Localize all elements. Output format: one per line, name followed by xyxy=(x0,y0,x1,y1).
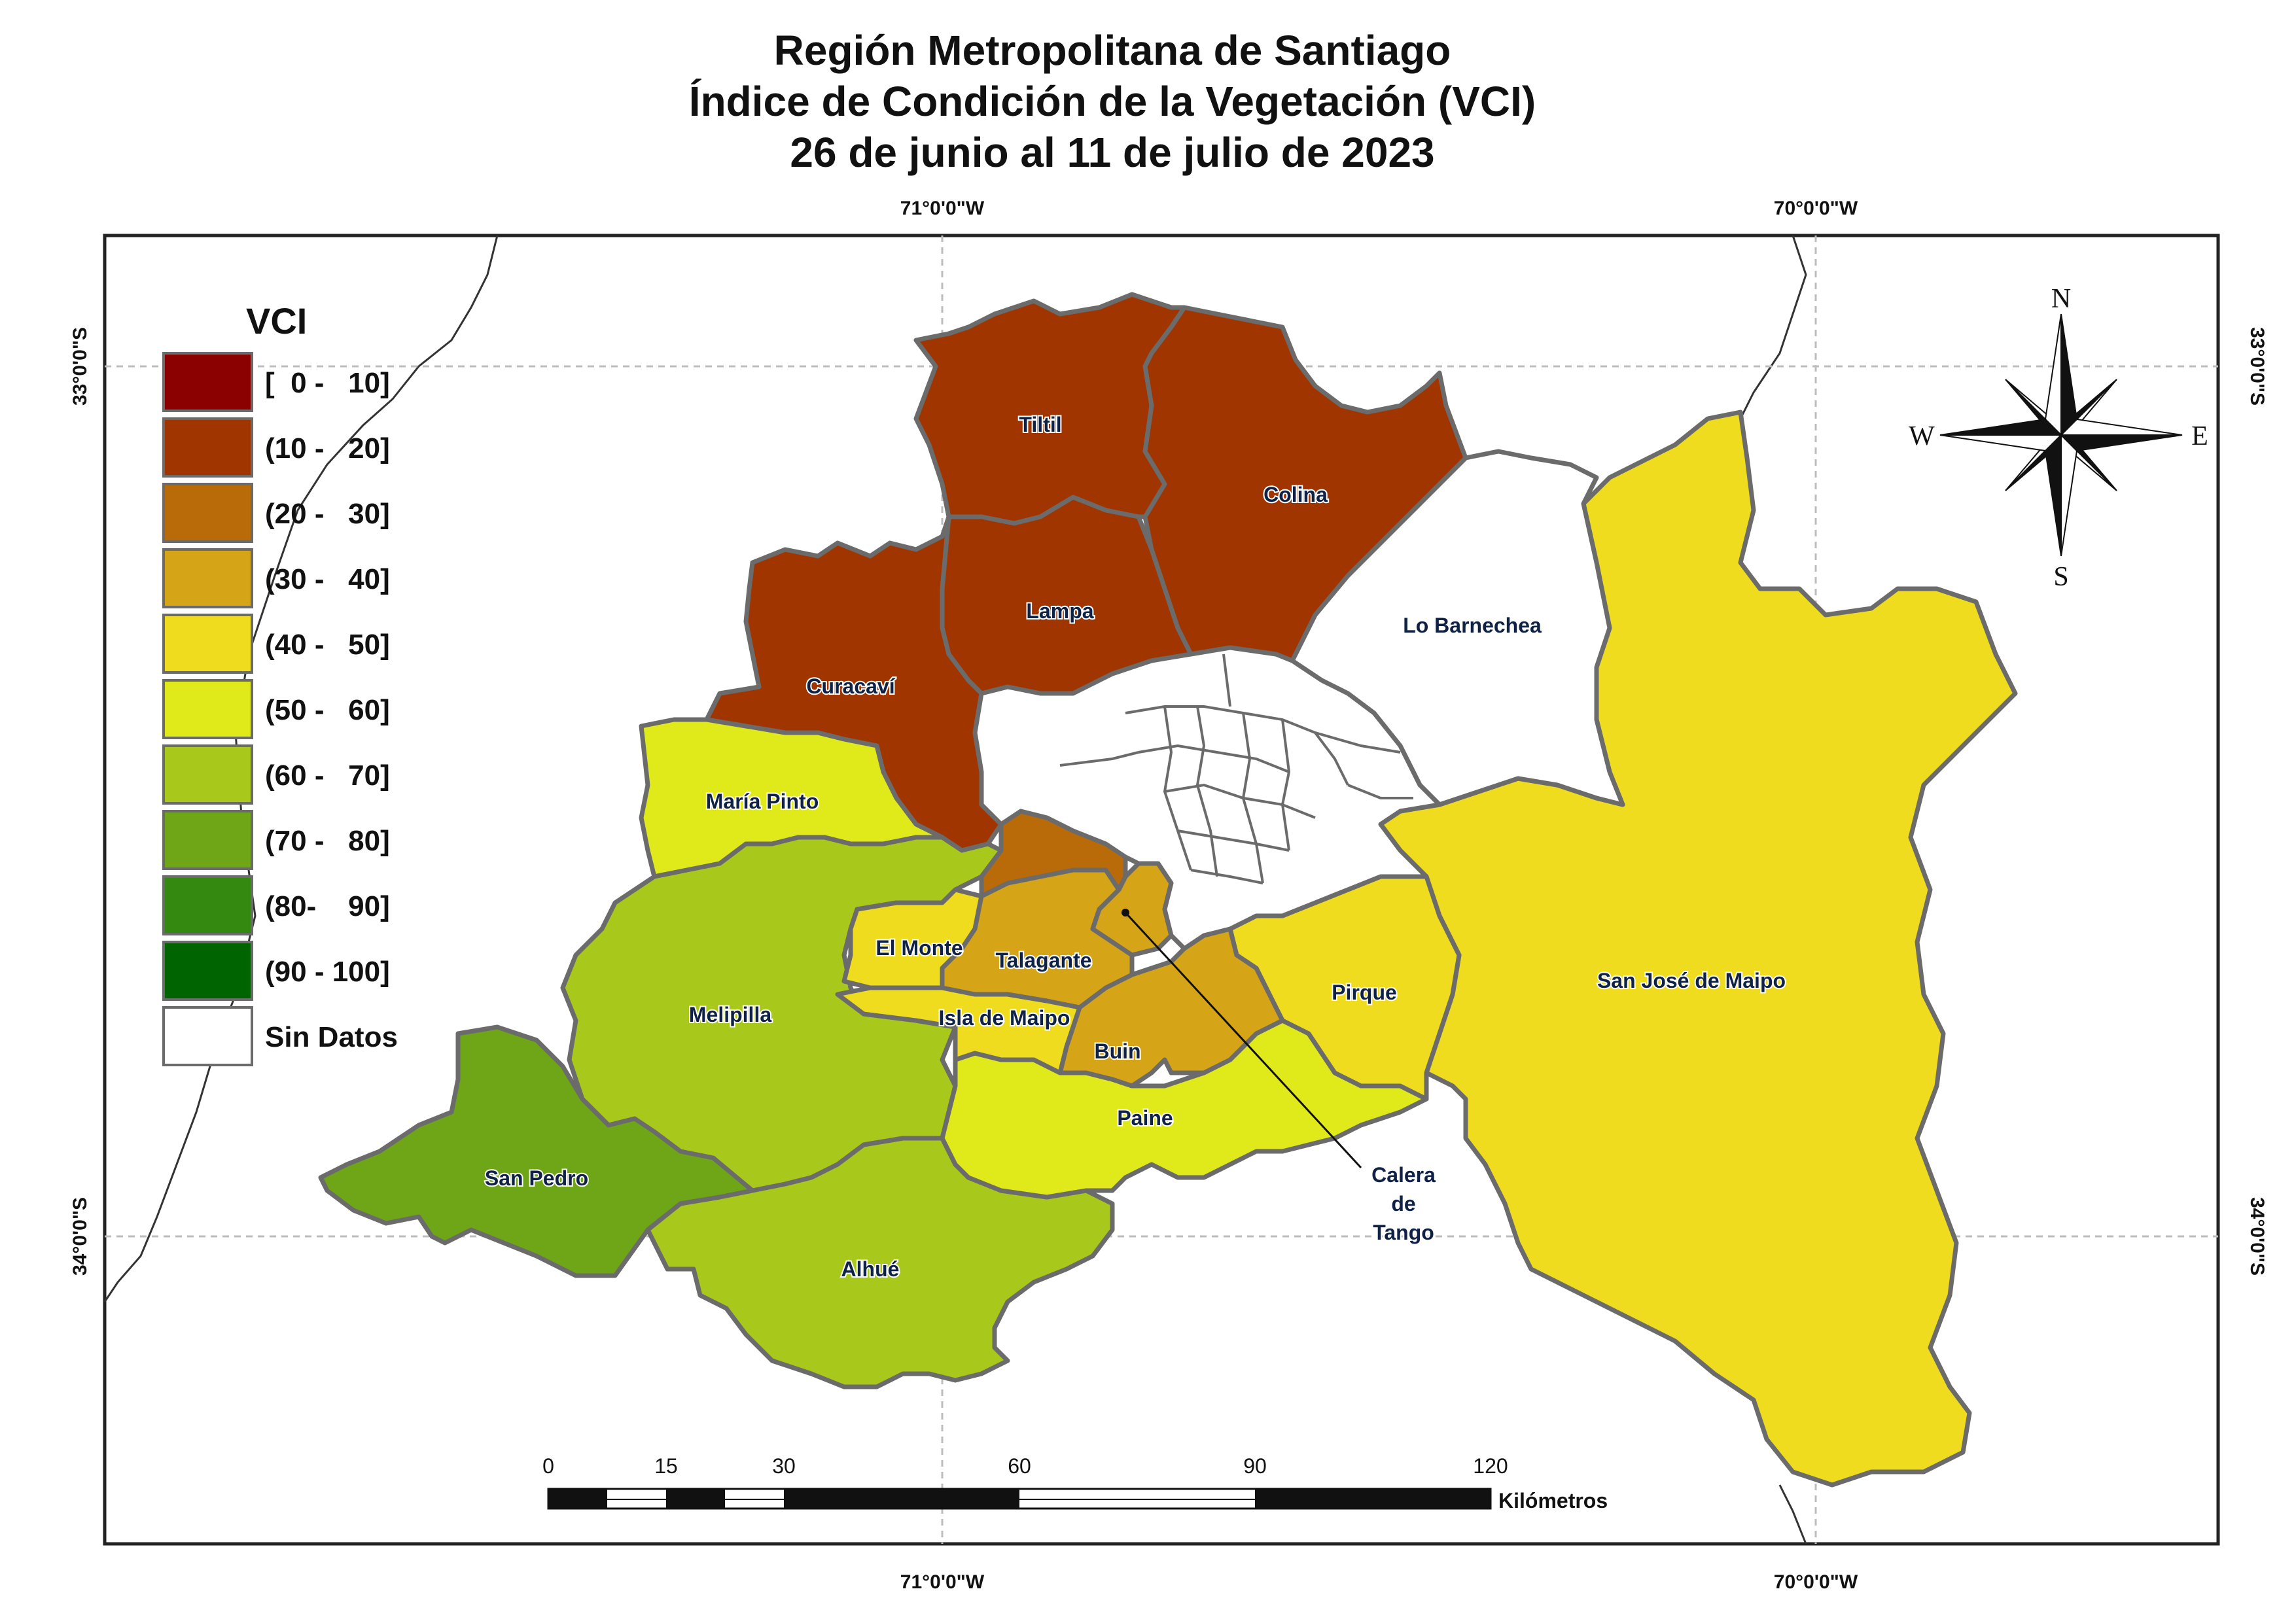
label-san-jose-de-maipo: San José de Maipo xyxy=(1597,969,1786,992)
label-paine: Paine xyxy=(1117,1106,1173,1130)
legend-swatch xyxy=(162,417,253,478)
map-frame xyxy=(103,234,2220,1546)
legend-swatch xyxy=(162,875,253,935)
legend: VCI [ 0 - 10] (10 - 20] (20 - 30] (30 - 40]… xyxy=(162,300,398,1066)
label-calera-de-tango-1: Calera xyxy=(1371,1163,1436,1187)
label-tiltil: Tiltil xyxy=(1019,413,1061,436)
label-isla-de-maipo: Isla de Maipo xyxy=(939,1006,1070,1030)
compass-rose: N S E W xyxy=(1909,284,2208,592)
legend-title: VCI xyxy=(246,300,307,341)
legend-swatch xyxy=(162,679,253,739)
label-calera-de-tango-3: Tango xyxy=(1373,1221,1434,1244)
compass-w-label: W xyxy=(1909,421,1935,451)
lat-label-right-n: 33°0'0"S xyxy=(2246,327,2268,406)
legend-label: (80- 90] xyxy=(265,890,390,922)
label-melipilla: Melipilla xyxy=(689,1003,771,1026)
municipality-tiltil[interactable] xyxy=(913,292,1187,526)
map-title-line1: Región Metropolitana de Santiago xyxy=(773,27,1451,74)
label-alhue: Alhué xyxy=(841,1257,900,1281)
label-talagante: Talagante xyxy=(996,949,1092,972)
scale-tick-0: 0 xyxy=(542,1454,554,1478)
legend-swatch xyxy=(162,614,253,674)
santiago-commune-boundaries xyxy=(1059,654,1413,884)
calera-de-tango-leader-line xyxy=(1124,911,1362,1169)
legend-label: (10 - 20] xyxy=(265,432,390,464)
municipalities-layer xyxy=(318,292,2018,1488)
legend-label: [ 0 - 10] xyxy=(265,367,390,399)
lat-label-left-n: 33°0'0"S xyxy=(69,327,91,406)
lat-label-right-s: 34°0'0"S xyxy=(2246,1197,2268,1276)
legend-swatch xyxy=(162,1006,253,1066)
municipality-santiago-urban[interactable] xyxy=(972,645,1442,951)
municipality-buin[interactable] xyxy=(1057,926,1285,1089)
label-colina: Colina xyxy=(1263,483,1328,506)
scale-tick-15: 15 xyxy=(654,1454,678,1478)
scale-unit-label: Kilómetros xyxy=(1498,1489,1608,1512)
legend-label: (50 - 60] xyxy=(265,694,390,726)
border-line-south xyxy=(1778,1484,1807,1544)
label-buin: Buin xyxy=(1094,1039,1140,1063)
calera-de-tango-leader-dot xyxy=(1122,909,1129,916)
legend-label: (40 - 50] xyxy=(265,629,390,661)
legend-label: (20 - 30] xyxy=(265,498,390,530)
legend-swatch xyxy=(162,744,253,805)
lat-label-left-s: 34°0'0"S xyxy=(69,1197,91,1276)
label-el-monte: El Monte xyxy=(875,936,963,960)
label-calera-de-tango-2: de xyxy=(1391,1192,1415,1215)
label-lo-barnechea: Lo Barnechea xyxy=(1403,614,1542,637)
lon-label-bottom-e: 70°0'0"W xyxy=(1774,1571,1858,1593)
legend-swatch xyxy=(162,352,253,412)
legend-swatch xyxy=(162,941,253,1001)
lon-label-top-e: 70°0'0"W xyxy=(1774,198,1858,219)
lon-label-top-w: 71°0'0"W xyxy=(900,198,985,219)
legend-label: Sin Datos xyxy=(265,1021,398,1053)
label-maria-pinto: María Pinto xyxy=(706,790,819,813)
legend-label: (30 - 40] xyxy=(265,563,390,595)
compass-n-label: N xyxy=(2051,284,2071,314)
compass-s-label: S xyxy=(2053,562,2068,592)
map-title-line3: 26 de junio al 11 de julio de 2023 xyxy=(790,129,1435,176)
label-curacavi: Curacaví xyxy=(806,674,895,698)
scale-tick-120: 120 xyxy=(1473,1454,1508,1478)
scale-tick-30: 30 xyxy=(772,1454,796,1478)
legend-label: (90 - 100] xyxy=(265,956,390,988)
scale-tick-60: 60 xyxy=(1008,1454,1031,1478)
legend-swatch xyxy=(162,548,253,608)
compass-star-icon xyxy=(1939,313,2183,557)
legend-label: (60 - 70] xyxy=(265,759,390,792)
legend-label: (70 - 80] xyxy=(265,825,390,857)
scale-tick-90: 90 xyxy=(1243,1454,1267,1478)
compass-e-label: E xyxy=(2191,421,2208,451)
label-lampa: Lampa xyxy=(1026,599,1093,623)
municipality-alhue[interactable] xyxy=(645,1136,1115,1389)
municipality-colina[interactable] xyxy=(1142,305,1468,663)
legend-swatch xyxy=(162,483,253,543)
map-title-line2: Índice de Condición de la Vegetación (VC… xyxy=(688,78,1536,125)
legend-swatch xyxy=(162,810,253,870)
lon-label-bottom-w: 71°0'0"W xyxy=(900,1571,985,1593)
label-pirque: Pirque xyxy=(1332,981,1397,1004)
municipality-san-pedro[interactable] xyxy=(318,1024,755,1278)
label-san-pedro: San Pedro xyxy=(485,1166,588,1190)
scale-bar: 0 15 30 60 90 120 Kilómetros xyxy=(542,1454,1608,1512)
